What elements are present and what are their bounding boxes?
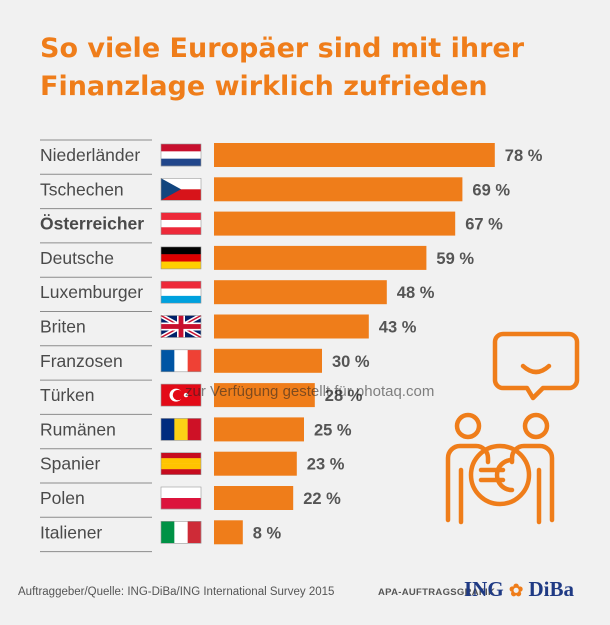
germany-flag-icon	[160, 246, 202, 270]
bar	[214, 280, 387, 305]
italy-flag-icon	[160, 520, 202, 544]
value-label: 78 %	[505, 147, 543, 165]
category-label: Türken	[40, 385, 94, 405]
value-label: 28 %	[325, 387, 363, 405]
france-flag-icon	[160, 349, 202, 373]
bar	[214, 451, 297, 476]
value-label: 59 %	[436, 250, 474, 268]
watermark-text: zur Verfügung gestellt für photaq.com	[185, 383, 435, 400]
bar	[214, 486, 294, 510]
category-label: Franzosen	[40, 351, 123, 371]
category-label: Deutsche	[40, 248, 114, 268]
value-label: 30 %	[332, 353, 370, 371]
poland-flag-icon	[160, 486, 202, 510]
value-label: 67 %	[465, 216, 503, 234]
bar	[214, 348, 322, 373]
turkey-flag-icon	[160, 383, 202, 407]
category-label: Polen	[40, 488, 85, 508]
austria-flag-icon	[160, 212, 202, 235]
netherlands-flag-icon	[160, 143, 202, 167]
bar	[214, 314, 369, 339]
luxembourg-flag-icon	[160, 280, 202, 304]
bar	[214, 177, 463, 202]
value-label: 48 %	[397, 284, 435, 302]
romania-flag-icon	[160, 418, 202, 441]
category-label: Italiener	[40, 522, 102, 542]
category-label: Tschechen	[40, 179, 124, 199]
chart-title: So viele Europäer sind mit ihrer Finanzl…	[40, 33, 525, 102]
bar	[214, 211, 456, 236]
value-label: 69 %	[472, 181, 510, 199]
value-label: 25 %	[314, 421, 352, 439]
lion-icon: ✿	[508, 581, 524, 600]
category-label: Rumänen	[40, 419, 116, 439]
spain-flag-icon	[160, 452, 202, 476]
category-label: Luxemburger	[40, 282, 143, 302]
bar	[214, 417, 304, 442]
value-label: 8 %	[253, 524, 282, 542]
value-label: 43 %	[379, 319, 417, 337]
uk-flag-icon	[159, 313, 203, 340]
category-label: Niederländer	[40, 145, 140, 165]
apa-label: APA-AUFTRAGSGRAFIK	[378, 587, 496, 598]
category-label: Spanier	[40, 454, 100, 474]
bar	[214, 143, 495, 167]
bar	[214, 520, 243, 545]
bar	[214, 245, 427, 270]
value-label: 22 %	[303, 490, 341, 508]
ing-diba-logo: ING ✿ DiBa	[464, 577, 574, 601]
category-label: Österreicher	[40, 214, 144, 234]
bar	[214, 383, 315, 408]
czech-flag-icon	[160, 178, 202, 201]
source-note: Auftraggeber/Quelle: ING-DiBa/ING Intern…	[18, 586, 335, 598]
value-label: 23 %	[307, 456, 345, 474]
category-label: Briten	[40, 317, 86, 337]
